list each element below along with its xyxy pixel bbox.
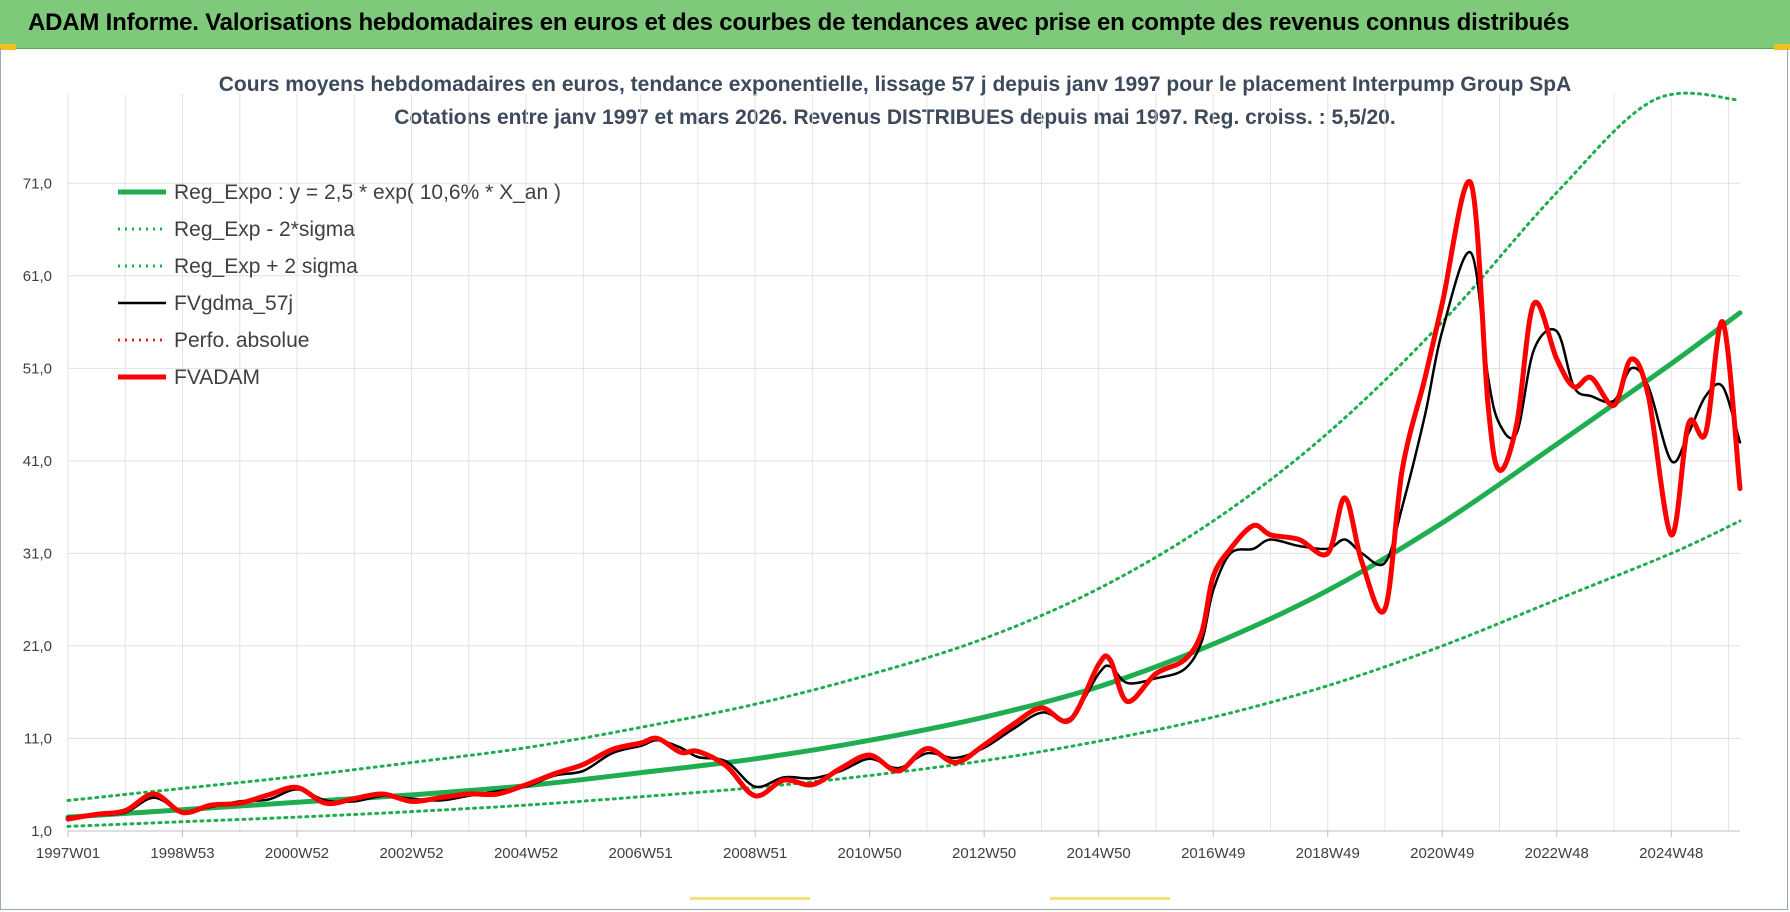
chart-title: Cours moyens hebdomadaires en euros, ten… xyxy=(218,73,1572,96)
chart-frame xyxy=(0,48,1788,910)
x-tick-label: 2016W49 xyxy=(1181,845,1245,862)
bottom-mark xyxy=(690,897,810,900)
y-tick-label: 41,0 xyxy=(23,453,52,470)
y-tick-label: 21,0 xyxy=(23,638,52,655)
legend: Reg_Expo : y = 2,5 * exp( 10,6% * X_an )… xyxy=(118,181,561,389)
axes: 1,0 11,0 21,0 31,0 41,0 51,0 61,0 71,0 1997W01 19… xyxy=(23,175,1740,862)
chart-subtitle: Cotations entre janv 1997 et mars 2026. … xyxy=(394,106,1396,129)
legend-label: Reg_Exp - 2*sigma xyxy=(174,218,355,241)
legend-label: FVgdma_57j xyxy=(174,292,293,315)
y-tick-label: 1,0 xyxy=(31,823,52,840)
x-tick-label: 2014W50 xyxy=(1067,845,1131,862)
report-banner: ADAM Informe. Valorisations hebdomadaire… xyxy=(0,0,1790,49)
x-tick-label: 2022W48 xyxy=(1525,845,1589,862)
x-tick-label: 2002W52 xyxy=(379,845,443,862)
x-tick-label: 2018W49 xyxy=(1296,845,1360,862)
series-line-2 xyxy=(66,91,1742,802)
y-tick-label: 31,0 xyxy=(23,545,52,562)
x-tick-label: 2000W52 xyxy=(265,845,329,862)
x-tick-label: 2010W50 xyxy=(838,845,902,862)
legend-label: FVADAM xyxy=(174,366,260,389)
grid xyxy=(67,94,1740,832)
x-tick-label: 1997W01 xyxy=(36,845,100,862)
x-tick-label: 2006W51 xyxy=(608,845,672,862)
series-layer xyxy=(65,91,1743,828)
legend-label: Reg_Exp + 2 sigma xyxy=(174,255,358,278)
y-tick-label: 61,0 xyxy=(23,268,52,285)
corner-mark xyxy=(0,44,16,50)
corner-mark xyxy=(1774,44,1790,50)
x-tick-label: 2024W48 xyxy=(1639,845,1703,862)
bottom-mark xyxy=(1050,897,1170,900)
x-tick-label: 2020W49 xyxy=(1410,845,1474,862)
y-tick-label: 71,0 xyxy=(23,175,52,192)
legend-label: Perfo. absolue xyxy=(174,329,309,352)
series-line-1 xyxy=(66,519,1742,828)
report-title: ADAM Informe. Valorisations hebdomadaire… xyxy=(28,9,1570,36)
x-tick-label: 1998W53 xyxy=(150,845,214,862)
y-tick-label: 51,0 xyxy=(23,360,52,377)
legend-label: Reg_Expo : y = 2,5 * exp( 10,6% * X_an ) xyxy=(174,181,561,204)
x-tick-label: 2004W52 xyxy=(494,845,558,862)
x-tick-label: 2012W50 xyxy=(952,845,1016,862)
series-line-5 xyxy=(65,178,1743,822)
x-tick-label: 2008W51 xyxy=(723,845,787,862)
y-tick-label: 11,0 xyxy=(24,730,52,747)
